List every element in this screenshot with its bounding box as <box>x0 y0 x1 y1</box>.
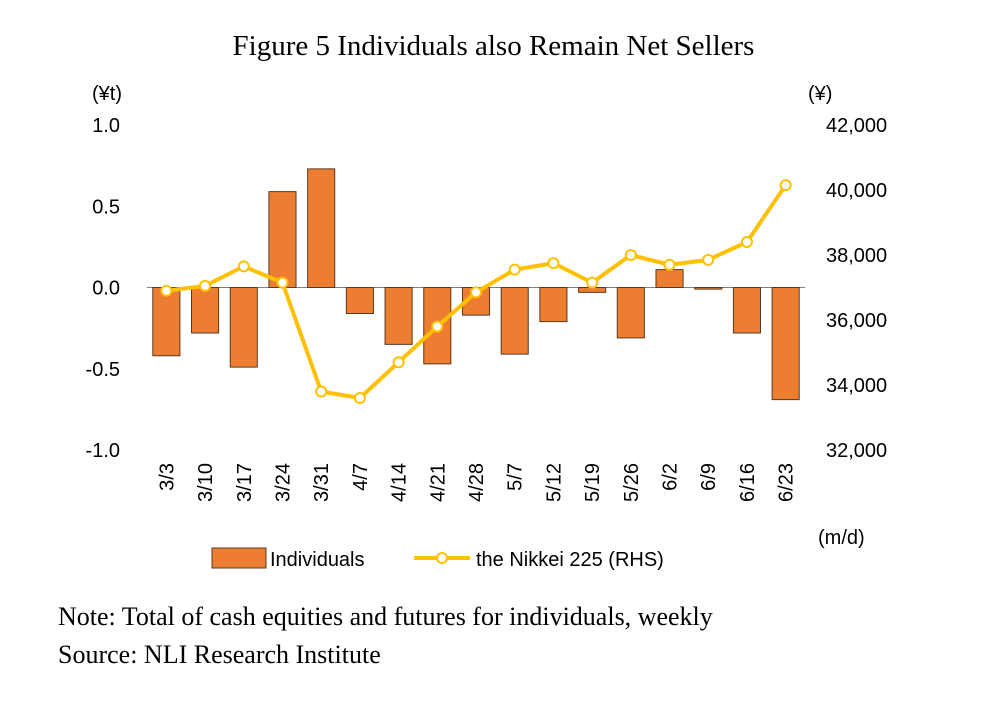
x-axis-unit-label: (m/d) <box>818 527 865 549</box>
nikkei-point <box>199 279 212 292</box>
nikkei-point <box>779 179 792 192</box>
bar <box>152 287 181 357</box>
chart-source: Source: NLI Research Institute <box>58 640 381 669</box>
right-tick-label: 42,000 <box>826 115 887 137</box>
bar <box>539 287 568 323</box>
x-tick-label: 3/24 <box>272 463 294 502</box>
bar <box>732 287 761 334</box>
right-axis-unit-label: (¥) <box>808 83 832 105</box>
x-tick-label: 3/31 <box>311 463 333 502</box>
bar <box>771 287 800 401</box>
bar <box>229 287 258 368</box>
left-tick-label: -0.5 <box>86 359 120 381</box>
x-tick-label: 6/16 <box>737 463 759 502</box>
chart: 1.0 0.5 0.0 -0.5 -1.0 (¥t) 42,000 40,000 38,000… <box>86 83 888 571</box>
nikkei-point <box>663 258 676 271</box>
nikkei-point <box>740 236 753 248</box>
x-tick-label: 5/7 <box>505 463 527 491</box>
nikkei-point <box>702 253 715 266</box>
legend-line-label: the Nikkei 225 (RHS) <box>476 549 664 571</box>
nikkei-point <box>547 257 560 270</box>
left-axis: 1.0 0.5 0.0 -0.5 -1.0 (¥t) <box>86 83 122 462</box>
right-axis: 42,000 40,000 38,000 36,000 34,000 32,000 (¥) <box>808 83 887 462</box>
nikkei-point <box>508 263 521 276</box>
nikkei-point <box>315 385 328 398</box>
x-tick-label: 5/12 <box>543 463 565 502</box>
legend-bar-swatch <box>211 547 267 569</box>
bar <box>268 191 297 288</box>
nikkei-point <box>624 249 637 261</box>
left-axis-unit-label: (¥t) <box>92 83 122 105</box>
x-tick-label: 3/17 <box>234 463 256 502</box>
right-tick-label: 38,000 <box>826 245 887 267</box>
x-tick-label: 4/21 <box>427 463 449 502</box>
bar <box>191 287 220 334</box>
bar <box>384 287 413 345</box>
bar <box>307 168 336 288</box>
bar <box>655 269 684 288</box>
left-tick-label: -1.0 <box>86 440 120 462</box>
nikkei-point <box>586 276 599 289</box>
bar <box>500 287 529 355</box>
nikkei-point <box>237 260 250 273</box>
nikkei-point <box>470 286 482 299</box>
nikkei-point <box>276 276 289 289</box>
nikkei-point <box>392 356 405 369</box>
x-tick-label: 6/2 <box>660 463 682 491</box>
nikkei-point <box>431 320 444 333</box>
left-tick-label: 1.0 <box>92 115 120 137</box>
right-tick-label: 40,000 <box>826 180 887 202</box>
x-tick-label: 5/26 <box>621 463 643 502</box>
right-tick-label: 34,000 <box>826 375 887 397</box>
x-tick-label: 6/23 <box>776 463 798 502</box>
x-axis-labels: 3/3 3/10 3/17 3/24 3/31 4/7 4/14 4/21 4/28 5/7 5/1… <box>156 463 797 502</box>
chart-title: Figure 5 Individuals also Remain Net Sel… <box>232 30 755 62</box>
x-tick-label: 5/19 <box>582 463 604 502</box>
x-tick-label: 6/9 <box>698 463 720 491</box>
chart-note: Note: Total of cash equities and futures… <box>58 602 713 631</box>
bar <box>616 287 645 339</box>
x-tick-label: 4/28 <box>466 463 488 502</box>
x-tick-label: 4/14 <box>389 463 411 502</box>
bar-series <box>152 168 800 401</box>
bar <box>694 287 723 290</box>
right-tick-label: 36,000 <box>826 310 887 332</box>
legend-bar-label: Individuals <box>270 549 365 571</box>
x-tick-label: 3/10 <box>195 463 217 502</box>
left-tick-label: 0.5 <box>92 196 120 218</box>
x-tick-label: 4/7 <box>350 463 372 491</box>
x-tick-label: 3/3 <box>156 463 178 491</box>
bar <box>345 287 374 314</box>
left-tick-label: 0.0 <box>92 278 120 300</box>
nikkei-point <box>160 284 173 297</box>
line-series <box>160 179 792 404</box>
legend-line-marker <box>436 552 448 564</box>
legend: Individuals the Nikkei 225 (RHS) <box>211 547 664 571</box>
right-tick-label: 32,000 <box>826 440 887 462</box>
nikkei-point <box>353 392 366 404</box>
